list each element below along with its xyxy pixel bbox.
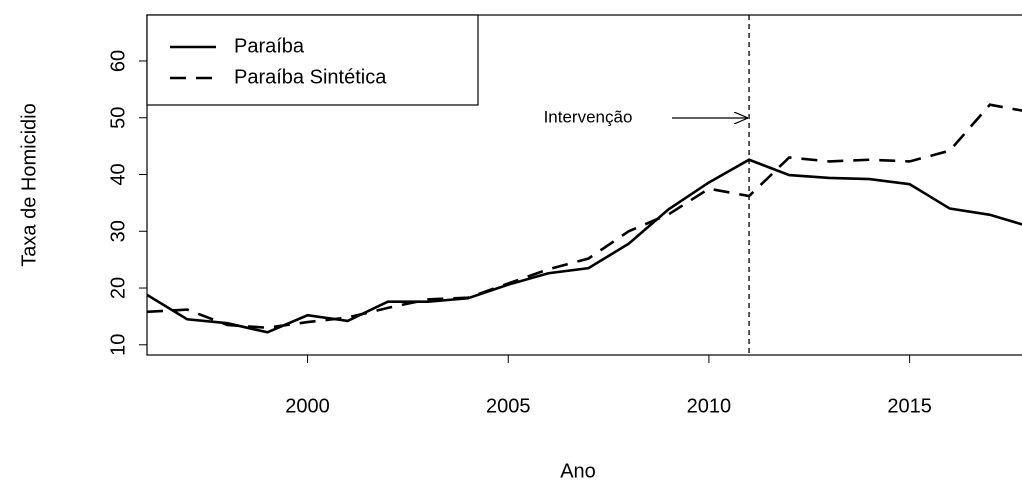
x-axis-label: Ano (560, 460, 596, 482)
legend-label: Paraíba (234, 35, 305, 57)
series-line (147, 103, 1022, 330)
x-tick-label: 2015 (887, 395, 932, 417)
plot-area (147, 103, 1022, 334)
y-tick-label: 30 (107, 220, 129, 242)
y-tick-label: 40 (107, 163, 129, 185)
x-tick-label: 2010 (687, 395, 732, 417)
y-tick-label: 10 (107, 334, 129, 356)
y-axis-label: Taxa de Homicidio (18, 103, 40, 266)
x-tick-label: 2005 (486, 395, 531, 417)
series-line (147, 158, 1022, 334)
y-tick-label: 20 (107, 277, 129, 299)
x-tick-label: 2000 (285, 395, 330, 417)
legend-box (146, 14, 479, 106)
y-tick-label: 60 (107, 50, 129, 72)
y-tick-label: 50 (107, 107, 129, 129)
legend-label: Paraíba Sintética (234, 66, 387, 88)
annotation: Intervenção (544, 107, 633, 126)
